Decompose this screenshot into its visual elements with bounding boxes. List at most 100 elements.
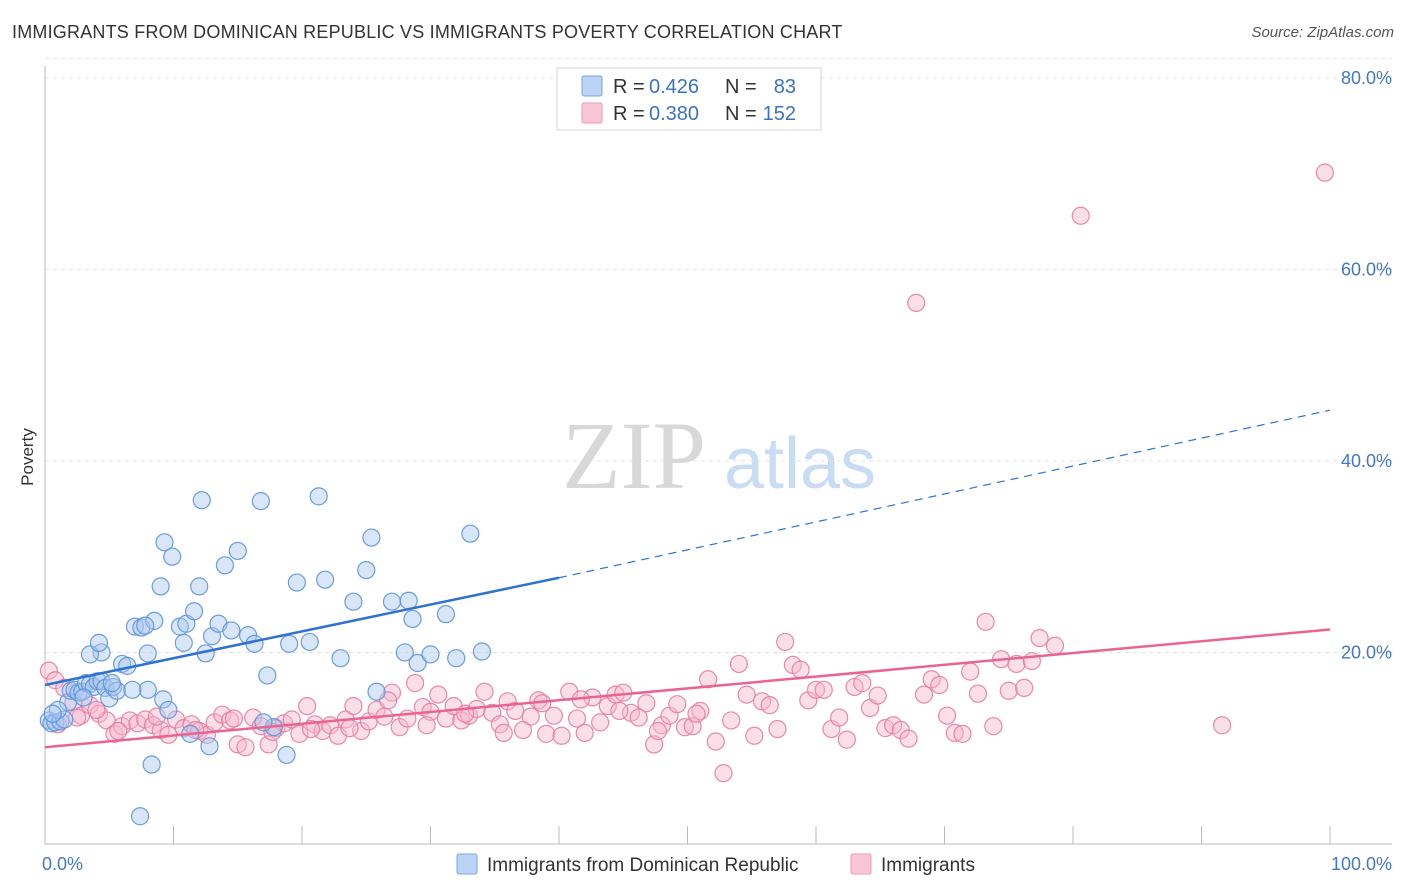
data-point-dominican	[245, 634, 264, 653]
data-point-immigrants	[729, 654, 749, 674]
data-point-immigrants	[87, 700, 106, 720]
trend-lines	[44, 409, 1331, 749]
trend-line-dominican	[44, 576, 560, 687]
data-point-dominican	[344, 592, 363, 611]
data-point-dominican	[73, 682, 92, 701]
bottom-legend-label-immigrants: Immigrants	[881, 855, 975, 876]
y-tick-label: 40.0%	[1341, 451, 1392, 471]
data-point-immigrants	[776, 632, 795, 652]
data-point-dominican	[382, 592, 402, 611]
data-point-immigrants	[475, 682, 494, 701]
watermark-zip: ZIP	[562, 402, 706, 509]
watermark-atlas: atlas	[724, 424, 876, 504]
data-point-immigrants	[298, 696, 317, 716]
data-point-immigrants	[914, 685, 934, 704]
data-point-dominican	[277, 745, 296, 765]
data-point-immigrants	[976, 612, 995, 631]
legend-r-label: R =	[613, 76, 645, 98]
data-point-immigrants	[344, 696, 363, 716]
data-point-dominican	[461, 524, 480, 543]
data-point-dominican	[192, 491, 211, 510]
legend-n-label: N =	[725, 103, 757, 125]
tick-labels: 20.0% 40.0% 60.0% 80.0% 0.0% 100.0%	[42, 68, 1392, 874]
data-point-immigrants	[853, 674, 872, 693]
data-point-immigrants	[290, 724, 309, 743]
data-point-dominican	[43, 704, 62, 723]
data-point-immigrants	[930, 675, 949, 695]
data-point-dominican	[309, 487, 328, 506]
data-point-dominican	[74, 688, 93, 707]
data-point-immigrants	[868, 686, 887, 705]
data-point-dominican	[436, 605, 456, 624]
data-point-immigrants	[907, 293, 926, 313]
data-point-immigrants	[745, 726, 764, 745]
data-point-immigrants	[301, 719, 321, 739]
data-point-dominican	[357, 560, 376, 580]
bottom-legend-swatch-immigrants	[850, 853, 872, 875]
data-point-dominican	[163, 547, 182, 566]
data-point-immigrants	[1315, 163, 1334, 182]
data-point-dominican	[258, 666, 277, 685]
data-point-immigrants	[706, 732, 725, 751]
bottom-legend-swatch-dominican	[456, 853, 478, 875]
data-point-immigrants	[1045, 636, 1065, 655]
data-point-immigrants	[147, 707, 166, 726]
data-point-dominican	[100, 689, 119, 708]
x-tick-label: 100.0%	[1331, 854, 1392, 874]
data-point-dominican	[55, 710, 74, 729]
data-point-immigrants	[1015, 678, 1034, 697]
data-point-dominican	[403, 609, 422, 629]
data-point-immigrants	[629, 708, 648, 727]
chart-title: IMMIGRANTS FROM DOMINICAN REPUBLIC VS IM…	[12, 22, 843, 42]
legend-r-value: 0.380	[649, 103, 699, 125]
data-point-immigrants	[806, 680, 826, 699]
data-point-dominican	[200, 737, 219, 756]
data-point-immigrants	[953, 724, 972, 743]
legend-n-value: 83	[774, 76, 796, 98]
data-point-immigrants	[984, 717, 1003, 736]
trend-line-dominican-projection	[558, 409, 1331, 579]
data-point-immigrants	[494, 723, 513, 743]
data-point-immigrants	[544, 706, 563, 725]
watermark: ZIP atlas	[562, 402, 876, 509]
data-point-dominican	[123, 680, 142, 699]
data-point-immigrants	[899, 729, 918, 748]
data-point-dominican	[102, 674, 121, 693]
data-point-immigrants	[760, 696, 779, 715]
data-point-dominican	[222, 621, 241, 640]
data-point-immigrants	[675, 718, 695, 737]
data-point-immigrants	[490, 715, 509, 734]
data-point-immigrants	[837, 730, 856, 749]
data-point-dominican	[174, 633, 193, 652]
data-point-dominican	[362, 528, 381, 547]
bottom-legend-label-dominican: Immigrants from Dominican Republic	[487, 855, 799, 876]
data-point-immigrants	[537, 724, 556, 743]
data-point-dominican	[251, 492, 270, 511]
data-point-immigrants	[340, 719, 359, 738]
data-point-dominican	[395, 643, 414, 662]
y-tick-label: 20.0%	[1341, 642, 1392, 662]
data-point-immigrants	[668, 695, 687, 714]
data-point-immigrants	[575, 723, 594, 743]
data-point-immigrants	[687, 704, 706, 723]
data-point-dominican	[300, 632, 319, 652]
data-point-dominican	[228, 541, 247, 561]
source-label: Source: ZipAtlas.com	[1251, 24, 1394, 41]
data-point-immigrants	[417, 716, 436, 735]
data-point-dominican	[190, 577, 209, 596]
legend-r-value: 0.426	[649, 76, 699, 98]
data-point-dominican	[159, 700, 178, 720]
data-point-dominican	[130, 807, 150, 826]
data-point-immigrants	[968, 684, 988, 703]
data-point-immigrants	[714, 764, 733, 783]
data-point-immigrants	[236, 738, 255, 757]
data-point-immigrants	[961, 662, 980, 681]
data-point-immigrants	[429, 685, 448, 704]
bottom-legend: Immigrants from Dominican Republic Immig…	[456, 853, 975, 876]
data-point-immigrants	[722, 711, 741, 730]
data-point-dominican	[447, 649, 466, 668]
y-tick-label: 80.0%	[1341, 68, 1392, 88]
data-point-immigrants	[610, 701, 629, 720]
data-point-dominican	[138, 680, 157, 699]
